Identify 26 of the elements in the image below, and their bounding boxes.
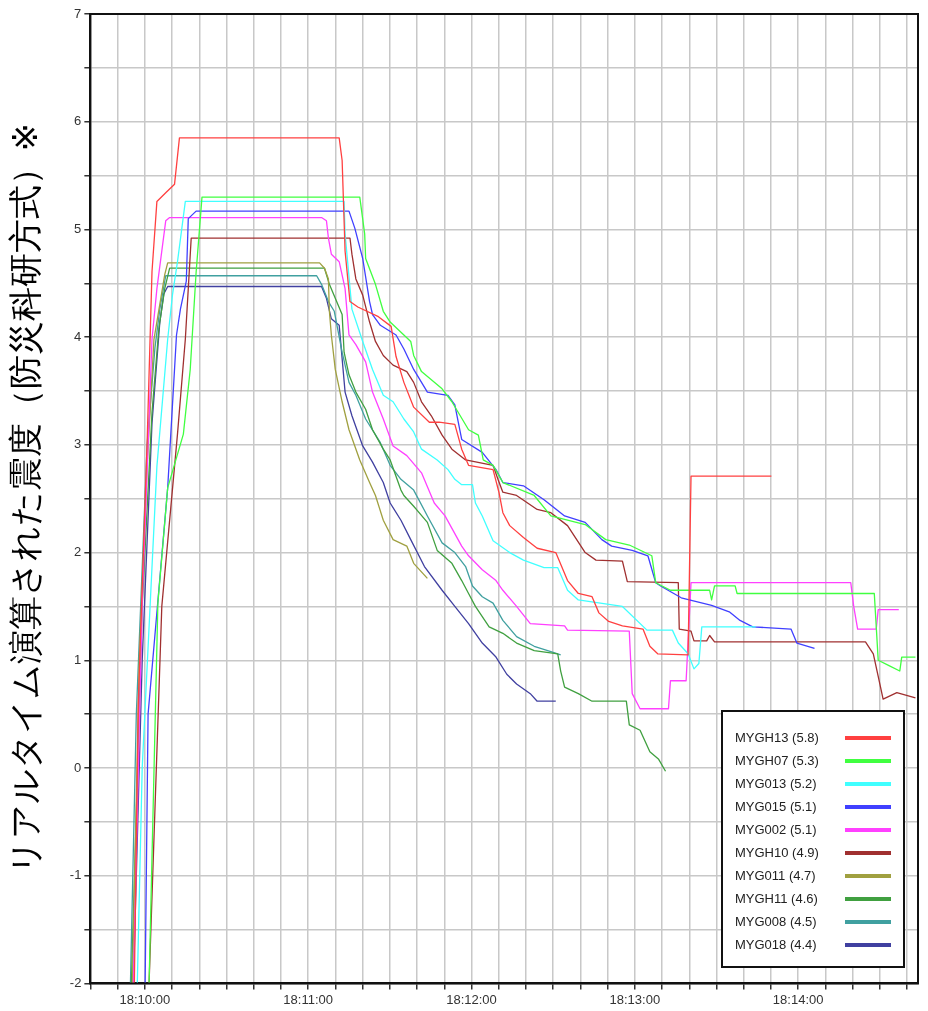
y-tick-label: 2 [74,544,82,560]
x-tick-label: 18:13:00 [609,991,661,1007]
legend-label: MYGH10 (4.9) [735,845,820,861]
x-tick-label: 18:12:00 [446,991,497,1007]
legend-label: MYG015 (5.1) [735,799,818,815]
legend-label: MYG002 (5.1) [735,822,818,838]
legend-label: MYG018 (4.4) [735,937,818,953]
legend-label: MYGH07 (5.3) [735,753,820,769]
legend-label: MYG013 (5.2) [735,776,818,792]
y-axis-title: リアルタイム演算された震度（防災科研方式）※ [5,122,46,875]
y-tick-label: 4 [74,328,82,344]
x-tick-label: 18:11:00 [283,991,333,1007]
x-tick-label: 18:10:00 [119,991,171,1007]
legend-label: MYG011 (4.7) [735,868,817,884]
y-tick-label: 1 [74,651,82,667]
y-tick-label: 5 [74,221,82,236]
y-tick-label: 7 [74,5,82,21]
legend-label: MYG008 (4.5) [735,914,818,930]
legend-label: MYGH11 (4.6) [735,891,819,907]
y-tick-label: 3 [74,436,82,452]
y-tick-label: 0 [74,759,82,775]
y-tick-label: -1 [69,867,82,883]
y-tick-label: 6 [74,113,82,129]
x-tick-label: 18:14:00 [772,991,824,1007]
y-tick-label: -2 [69,974,82,990]
legend-label: MYGH13 (5.8) [735,730,820,746]
